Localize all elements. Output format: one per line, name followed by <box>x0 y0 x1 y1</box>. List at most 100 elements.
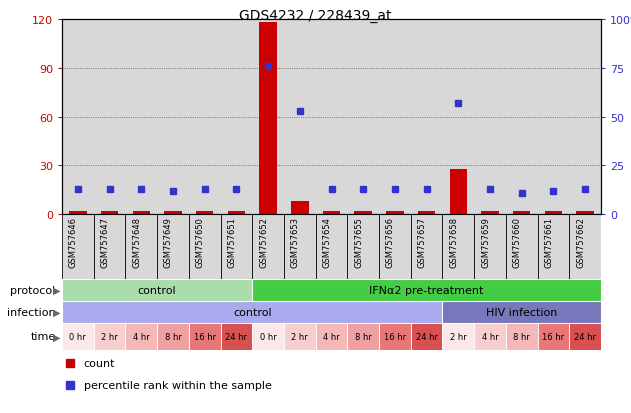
Bar <box>538 323 569 350</box>
Text: GDS4232 / 228439_at: GDS4232 / 228439_at <box>239 9 392 23</box>
Text: ▶: ▶ <box>52 332 60 342</box>
Text: time: time <box>30 332 56 342</box>
Text: IFNα2 pre-treatment: IFNα2 pre-treatment <box>369 285 484 295</box>
Text: GSM757654: GSM757654 <box>322 216 331 267</box>
Bar <box>220 323 252 350</box>
Bar <box>157 323 189 350</box>
Bar <box>450 169 467 214</box>
Bar <box>442 301 601 323</box>
Text: 16 hr: 16 hr <box>543 332 565 341</box>
Bar <box>252 214 284 279</box>
Bar <box>291 202 309 214</box>
Text: 16 hr: 16 hr <box>194 332 216 341</box>
Text: control: control <box>138 285 177 295</box>
Bar <box>411 214 442 279</box>
Bar <box>569 214 601 279</box>
Text: ▶: ▶ <box>52 307 60 317</box>
Bar <box>316 323 347 350</box>
Bar <box>474 323 506 350</box>
Text: 0 hr: 0 hr <box>260 332 276 341</box>
Text: GSM757657: GSM757657 <box>418 216 427 267</box>
Text: 8 hr: 8 hr <box>355 332 372 341</box>
Bar <box>259 23 277 214</box>
Bar <box>252 323 284 350</box>
Bar <box>355 211 372 214</box>
Text: GSM757661: GSM757661 <box>545 216 553 267</box>
Bar <box>386 211 404 214</box>
Bar <box>513 211 531 214</box>
Bar <box>323 211 340 214</box>
Text: GSM757650: GSM757650 <box>196 216 204 267</box>
Bar <box>196 211 213 214</box>
Bar <box>474 214 506 279</box>
Bar <box>62 279 252 301</box>
Bar <box>442 323 474 350</box>
Bar <box>411 323 442 350</box>
Bar <box>442 214 474 279</box>
Text: 2 hr: 2 hr <box>101 332 118 341</box>
Text: GSM757658: GSM757658 <box>449 216 458 267</box>
Bar <box>379 214 411 279</box>
Bar <box>220 214 252 279</box>
Bar <box>252 279 601 301</box>
Text: 4 hr: 4 hr <box>481 332 498 341</box>
Bar <box>538 214 569 279</box>
Bar <box>569 323 601 350</box>
Text: 16 hr: 16 hr <box>384 332 406 341</box>
Bar <box>157 214 189 279</box>
Bar <box>545 211 562 214</box>
Text: GSM757646: GSM757646 <box>69 216 78 267</box>
Bar <box>577 211 594 214</box>
Bar <box>62 323 94 350</box>
Bar <box>126 214 157 279</box>
Bar <box>481 211 498 214</box>
Text: 8 hr: 8 hr <box>513 332 530 341</box>
Text: 24 hr: 24 hr <box>416 332 438 341</box>
Bar <box>284 323 316 350</box>
Text: 2 hr: 2 hr <box>292 332 308 341</box>
Text: GSM757660: GSM757660 <box>513 216 522 267</box>
Text: infection: infection <box>7 307 56 317</box>
Text: protocol: protocol <box>11 285 56 295</box>
Text: GSM757649: GSM757649 <box>164 216 173 267</box>
Text: GSM757653: GSM757653 <box>291 216 300 267</box>
Bar <box>126 323 157 350</box>
Bar <box>347 323 379 350</box>
Bar <box>69 211 86 214</box>
Bar <box>189 323 220 350</box>
Bar <box>228 211 245 214</box>
Text: percentile rank within the sample: percentile rank within the sample <box>83 380 271 389</box>
Bar <box>418 211 435 214</box>
Text: 24 hr: 24 hr <box>225 332 247 341</box>
Text: GSM757647: GSM757647 <box>100 216 110 267</box>
Text: 2 hr: 2 hr <box>450 332 467 341</box>
Text: GSM757659: GSM757659 <box>481 216 490 267</box>
Bar <box>133 211 150 214</box>
Text: GSM757656: GSM757656 <box>386 216 395 267</box>
Text: HIV infection: HIV infection <box>486 307 557 317</box>
Text: 0 hr: 0 hr <box>69 332 86 341</box>
Text: 24 hr: 24 hr <box>574 332 596 341</box>
Bar <box>101 211 118 214</box>
Bar <box>94 323 126 350</box>
Text: control: control <box>233 307 271 317</box>
Bar <box>94 214 126 279</box>
Bar <box>62 301 442 323</box>
Bar <box>316 214 347 279</box>
Bar <box>379 323 411 350</box>
Text: GSM757652: GSM757652 <box>259 216 268 267</box>
Bar <box>347 214 379 279</box>
Text: 4 hr: 4 hr <box>133 332 150 341</box>
Text: 4 hr: 4 hr <box>323 332 340 341</box>
Bar <box>506 323 538 350</box>
Text: GSM757651: GSM757651 <box>227 216 237 267</box>
Text: GSM757662: GSM757662 <box>576 216 585 267</box>
Text: count: count <box>83 358 115 368</box>
Bar <box>284 214 316 279</box>
Bar <box>189 214 220 279</box>
Text: GSM757648: GSM757648 <box>133 216 141 267</box>
Bar <box>506 214 538 279</box>
Text: ▶: ▶ <box>52 285 60 295</box>
Bar <box>164 211 182 214</box>
Text: GSM757655: GSM757655 <box>354 216 363 267</box>
